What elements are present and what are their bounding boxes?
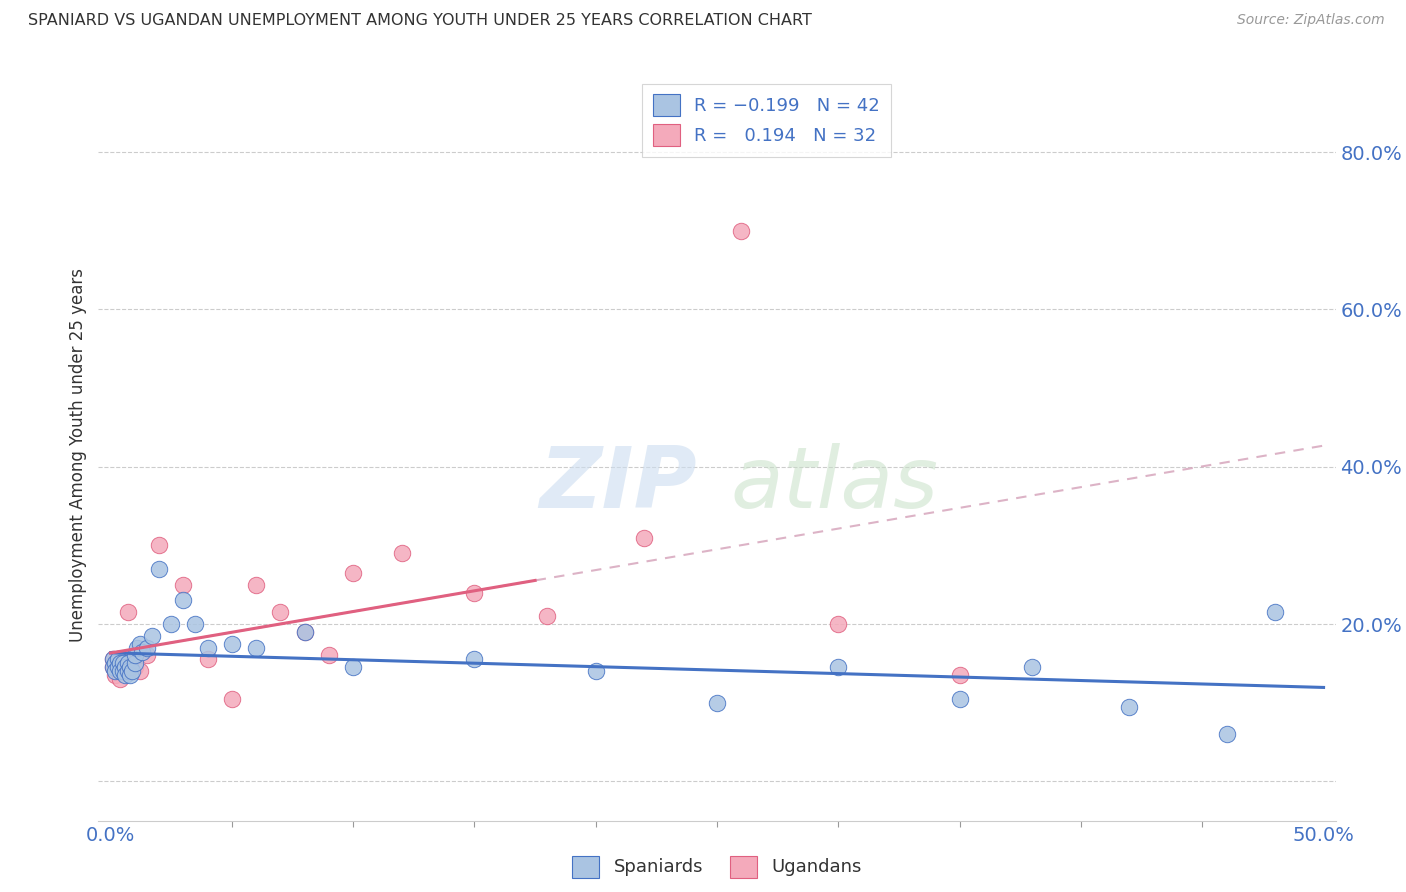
Point bbox=[536, 609, 558, 624]
Point bbox=[1118, 699, 1140, 714]
Point bbox=[107, 664, 129, 678]
Point bbox=[184, 617, 207, 632]
Legend: Spaniards, Ugandans: Spaniards, Ugandans bbox=[565, 848, 869, 885]
Text: Source: ZipAtlas.com: Source: ZipAtlas.com bbox=[1237, 13, 1385, 28]
Point bbox=[172, 593, 194, 607]
Point bbox=[827, 660, 849, 674]
Point bbox=[117, 605, 139, 619]
Point bbox=[269, 605, 291, 619]
Point bbox=[121, 664, 143, 678]
Point bbox=[104, 668, 127, 682]
Point bbox=[949, 668, 972, 682]
Point bbox=[1215, 727, 1237, 741]
Point bbox=[827, 617, 849, 632]
Point bbox=[104, 657, 127, 671]
Point bbox=[128, 664, 150, 678]
Point bbox=[949, 691, 972, 706]
Point bbox=[391, 546, 413, 560]
Point bbox=[101, 652, 124, 666]
Point bbox=[110, 672, 132, 686]
Point bbox=[114, 668, 136, 682]
Point bbox=[197, 652, 219, 666]
Point bbox=[463, 585, 485, 599]
Point bbox=[101, 652, 124, 666]
Point bbox=[172, 577, 194, 591]
Point bbox=[1021, 660, 1043, 674]
Point bbox=[294, 624, 316, 639]
Point bbox=[318, 648, 340, 663]
Point bbox=[342, 566, 364, 580]
Text: ZIP: ZIP bbox=[540, 442, 697, 525]
Point bbox=[148, 562, 170, 576]
Text: atlas: atlas bbox=[731, 442, 939, 525]
Point bbox=[221, 691, 243, 706]
Point bbox=[124, 657, 146, 671]
Point bbox=[124, 660, 146, 674]
Point bbox=[245, 577, 267, 591]
Point bbox=[110, 660, 132, 674]
Point bbox=[633, 531, 655, 545]
Point bbox=[585, 664, 607, 678]
Point bbox=[136, 648, 159, 663]
Point bbox=[118, 668, 141, 682]
Point bbox=[118, 660, 141, 674]
Point bbox=[160, 617, 183, 632]
Y-axis label: Unemployment Among Youth under 25 years: Unemployment Among Youth under 25 years bbox=[69, 268, 87, 642]
Point bbox=[118, 652, 141, 666]
Point bbox=[117, 657, 139, 671]
Point bbox=[221, 637, 243, 651]
Point bbox=[114, 660, 136, 674]
Point bbox=[730, 224, 752, 238]
Point bbox=[294, 624, 316, 639]
Point bbox=[107, 652, 129, 666]
Point bbox=[110, 657, 132, 671]
Point bbox=[101, 660, 124, 674]
Point bbox=[117, 664, 139, 678]
Point bbox=[111, 652, 134, 666]
Point bbox=[101, 660, 124, 674]
Point bbox=[136, 640, 159, 655]
Point bbox=[107, 652, 129, 666]
Point bbox=[342, 660, 364, 674]
Point bbox=[114, 660, 136, 674]
Point bbox=[128, 637, 150, 651]
Point bbox=[127, 640, 149, 655]
Point bbox=[104, 657, 127, 671]
Text: SPANIARD VS UGANDAN UNEMPLOYMENT AMONG YOUTH UNDER 25 YEARS CORRELATION CHART: SPANIARD VS UGANDAN UNEMPLOYMENT AMONG Y… bbox=[28, 13, 813, 29]
Point bbox=[197, 640, 219, 655]
Point bbox=[1264, 605, 1286, 619]
Point bbox=[463, 652, 485, 666]
Point bbox=[107, 660, 129, 674]
Point bbox=[706, 696, 728, 710]
Point bbox=[124, 648, 146, 663]
Point bbox=[110, 664, 132, 678]
Point bbox=[111, 657, 134, 671]
Point bbox=[111, 664, 134, 678]
Point bbox=[104, 664, 127, 678]
Point bbox=[245, 640, 267, 655]
Point bbox=[111, 664, 134, 678]
Point bbox=[131, 644, 153, 658]
Point bbox=[141, 629, 163, 643]
Point bbox=[148, 538, 170, 552]
